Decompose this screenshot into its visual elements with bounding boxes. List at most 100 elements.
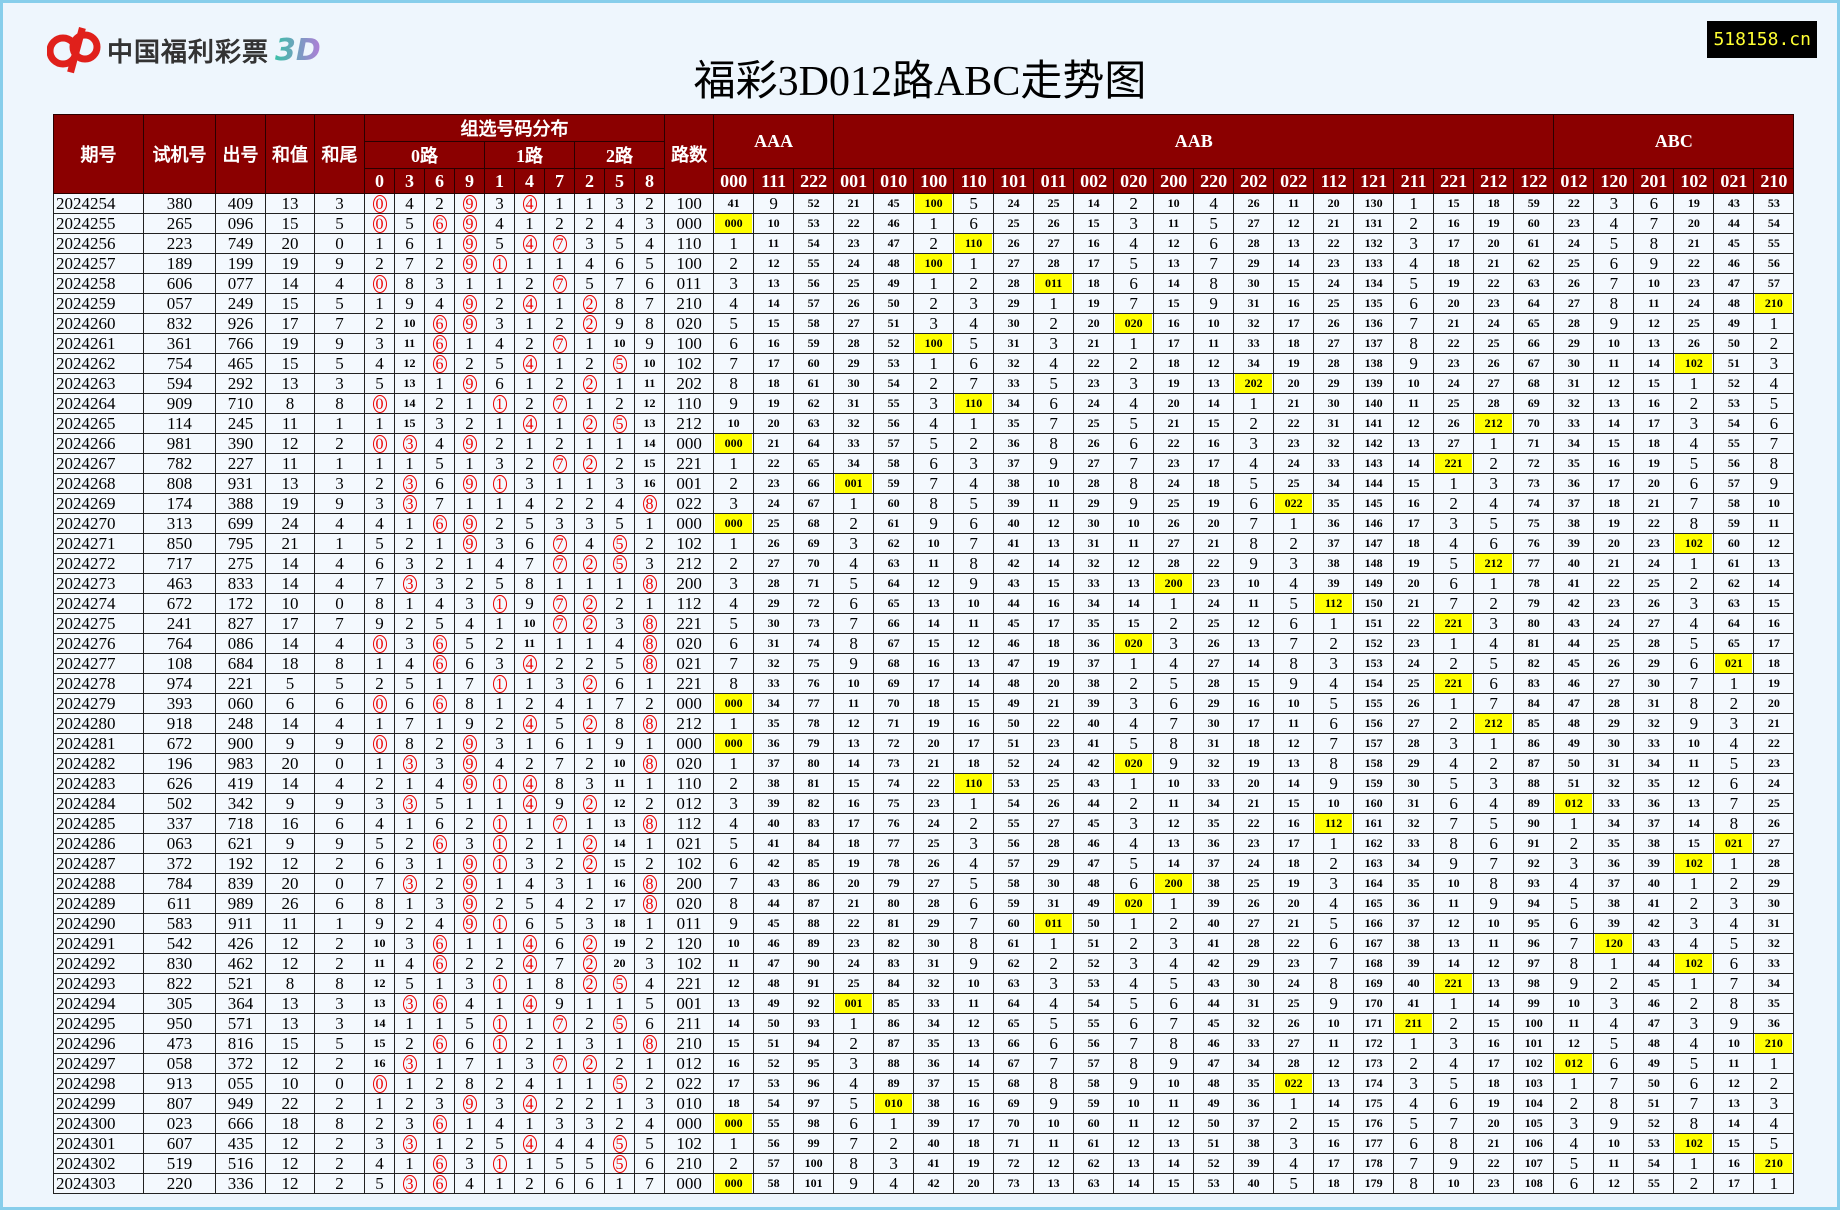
road-count-cell: 011 bbox=[664, 273, 715, 294]
distribution-omission-cell: 1 bbox=[394, 593, 425, 614]
pattern-omission-cell: 3 bbox=[873, 1153, 915, 1174]
pattern-omission-cell: 23 bbox=[1313, 253, 1355, 274]
header-pattern: 012 bbox=[1553, 168, 1595, 194]
pattern-omission-cell: 16 bbox=[913, 653, 955, 674]
distribution-hit-cell: 6 bbox=[424, 353, 455, 374]
pattern-omission-cell: 16 bbox=[1233, 693, 1275, 714]
pattern-omission-cell: 8 bbox=[1113, 473, 1155, 494]
pattern-omission-cell: 9 bbox=[833, 1173, 875, 1194]
sum-cell: 19 bbox=[265, 333, 315, 354]
distribution-omission-cell: 3 bbox=[574, 1113, 605, 1134]
pattern-omission-cell: 17 bbox=[953, 733, 995, 754]
pattern-omission-cell: 174 bbox=[1353, 1073, 1395, 1094]
pattern-omission-cell: 64 bbox=[1713, 613, 1755, 634]
distribution-omission-cell: 14 bbox=[604, 833, 635, 854]
pattern-omission-cell: 20 bbox=[913, 733, 955, 754]
distribution-hit-cell: 3 bbox=[394, 1053, 425, 1074]
pattern-omission-cell: 9 bbox=[1633, 253, 1675, 274]
pattern-omission-cell: 22 bbox=[1753, 733, 1795, 754]
pattern-omission-cell: 86 bbox=[873, 1013, 915, 1034]
pattern-omission-cell: 6 bbox=[713, 333, 755, 354]
pattern-omission-cell: 8 bbox=[1593, 1093, 1635, 1114]
pattern-omission-cell: 88 bbox=[873, 1053, 915, 1074]
header-digit: 0 bbox=[364, 168, 395, 194]
pattern-hit-cell: 212 bbox=[1473, 553, 1515, 574]
distribution-hit-cell: 2 bbox=[574, 1053, 605, 1074]
pattern-omission-cell: 159 bbox=[1353, 773, 1395, 794]
header-pattern: 211 bbox=[1393, 168, 1435, 194]
header-pattern: 212 bbox=[1473, 168, 1515, 194]
pattern-omission-cell: 3 bbox=[953, 293, 995, 314]
pattern-omission-cell: 52 bbox=[1713, 373, 1755, 394]
issue-cell: 2024275 bbox=[53, 613, 144, 634]
pattern-omission-cell: 33 bbox=[1233, 333, 1275, 354]
pattern-omission-cell: 61 bbox=[873, 513, 915, 534]
pattern-omission-cell: 14 bbox=[1113, 1173, 1155, 1194]
pattern-omission-cell: 42 bbox=[1193, 953, 1235, 974]
draw-cell: 900 bbox=[215, 733, 266, 754]
pattern-omission-cell: 71 bbox=[793, 573, 835, 594]
pattern-omission-cell: 44 bbox=[993, 593, 1035, 614]
distribution-hit-cell: 9 bbox=[454, 513, 485, 534]
tail-cell: 4 bbox=[314, 273, 365, 294]
pattern-hit-cell: 001 bbox=[833, 473, 875, 494]
pattern-omission-cell: 7 bbox=[1473, 693, 1515, 714]
pattern-omission-cell: 11 bbox=[1473, 933, 1515, 954]
distribution-omission-cell: 1 bbox=[544, 293, 575, 314]
pattern-omission-cell: 21 bbox=[1313, 213, 1355, 234]
distribution-hit-cell: 0 bbox=[364, 433, 395, 454]
pattern-omission-cell: 85 bbox=[1513, 713, 1555, 734]
trial-cell: 114 bbox=[143, 413, 216, 434]
distribution-hit-cell: 9 bbox=[454, 373, 485, 394]
pattern-omission-cell: 14 bbox=[1433, 953, 1475, 974]
issue-cell: 2024295 bbox=[53, 1013, 144, 1034]
hit-circle: 4 bbox=[522, 415, 537, 433]
table-row: 2024296 473 816 15 5 15 2 6 6 1 2 1 3 1 8 210 15 51 94 2 87 3… bbox=[53, 1033, 1795, 1054]
distribution-hit-cell: 7 bbox=[544, 393, 575, 414]
pattern-omission-cell: 21 bbox=[1393, 593, 1435, 614]
site-badge[interactable]: 518158.cn bbox=[1707, 21, 1817, 58]
pattern-omission-cell: 5 bbox=[1553, 893, 1595, 914]
pattern-omission-cell: 92 bbox=[793, 993, 835, 1014]
pattern-omission-cell: 90 bbox=[1513, 813, 1555, 834]
tail-cell: 8 bbox=[314, 653, 365, 674]
pattern-omission-cell: 4 bbox=[1313, 673, 1355, 694]
pattern-omission-cell: 8 bbox=[1673, 1113, 1715, 1134]
pattern-hit-label: 221 bbox=[1435, 674, 1473, 693]
pattern-omission-cell: 7 bbox=[1593, 1073, 1635, 1094]
distribution-omission-cell: 10 bbox=[633, 353, 666, 374]
distribution-omission-cell: 4 bbox=[424, 593, 455, 614]
header-sum: 和值 bbox=[265, 114, 315, 194]
pattern-omission-cell: 3 bbox=[1313, 873, 1355, 894]
pattern-omission-cell: 16 bbox=[713, 1053, 755, 1074]
pattern-omission-cell: 4 bbox=[1113, 833, 1155, 854]
distribution-omission-cell: 2 bbox=[633, 853, 666, 874]
pattern-omission-cell: 82 bbox=[1513, 653, 1555, 674]
pattern-omission-cell: 16 bbox=[1273, 813, 1315, 834]
pattern-omission-cell: 6 bbox=[953, 353, 995, 374]
pattern-omission-cell: 11 bbox=[1193, 333, 1235, 354]
distribution-omission-cell: 2 bbox=[394, 533, 425, 554]
pattern-omission-cell: 5 bbox=[913, 433, 955, 454]
pattern-omission-cell: 3 bbox=[1233, 433, 1275, 454]
pattern-hit-label: 212 bbox=[1475, 414, 1513, 433]
pattern-omission-cell: 7 bbox=[713, 653, 755, 674]
pattern-hit-cell: 102 bbox=[1673, 953, 1715, 974]
pattern-omission-cell: 14 bbox=[1633, 353, 1675, 374]
pattern-omission-cell: 9 bbox=[833, 653, 875, 674]
pattern-omission-cell: 48 bbox=[1553, 713, 1595, 734]
sum-cell: 9 bbox=[265, 733, 315, 754]
pattern-omission-cell: 24 bbox=[1433, 373, 1475, 394]
pattern-omission-cell: 8 bbox=[1193, 273, 1235, 294]
pattern-omission-cell: 48 bbox=[753, 973, 795, 994]
pattern-hit-label: 210 bbox=[1755, 1154, 1793, 1173]
header-road-group: 0路 bbox=[364, 141, 485, 169]
pattern-omission-cell: 4 bbox=[1433, 753, 1475, 774]
distribution-hit-cell: 7 bbox=[544, 553, 575, 574]
pattern-omission-cell: 37 bbox=[1553, 493, 1595, 514]
pattern-omission-cell: 13 bbox=[913, 593, 955, 614]
distribution-hit-cell: 2 bbox=[574, 313, 605, 334]
pattern-omission-cell: 23 bbox=[1673, 273, 1715, 294]
pattern-omission-cell: 14 bbox=[1713, 1113, 1755, 1134]
sum-cell: 12 bbox=[265, 1053, 315, 1074]
